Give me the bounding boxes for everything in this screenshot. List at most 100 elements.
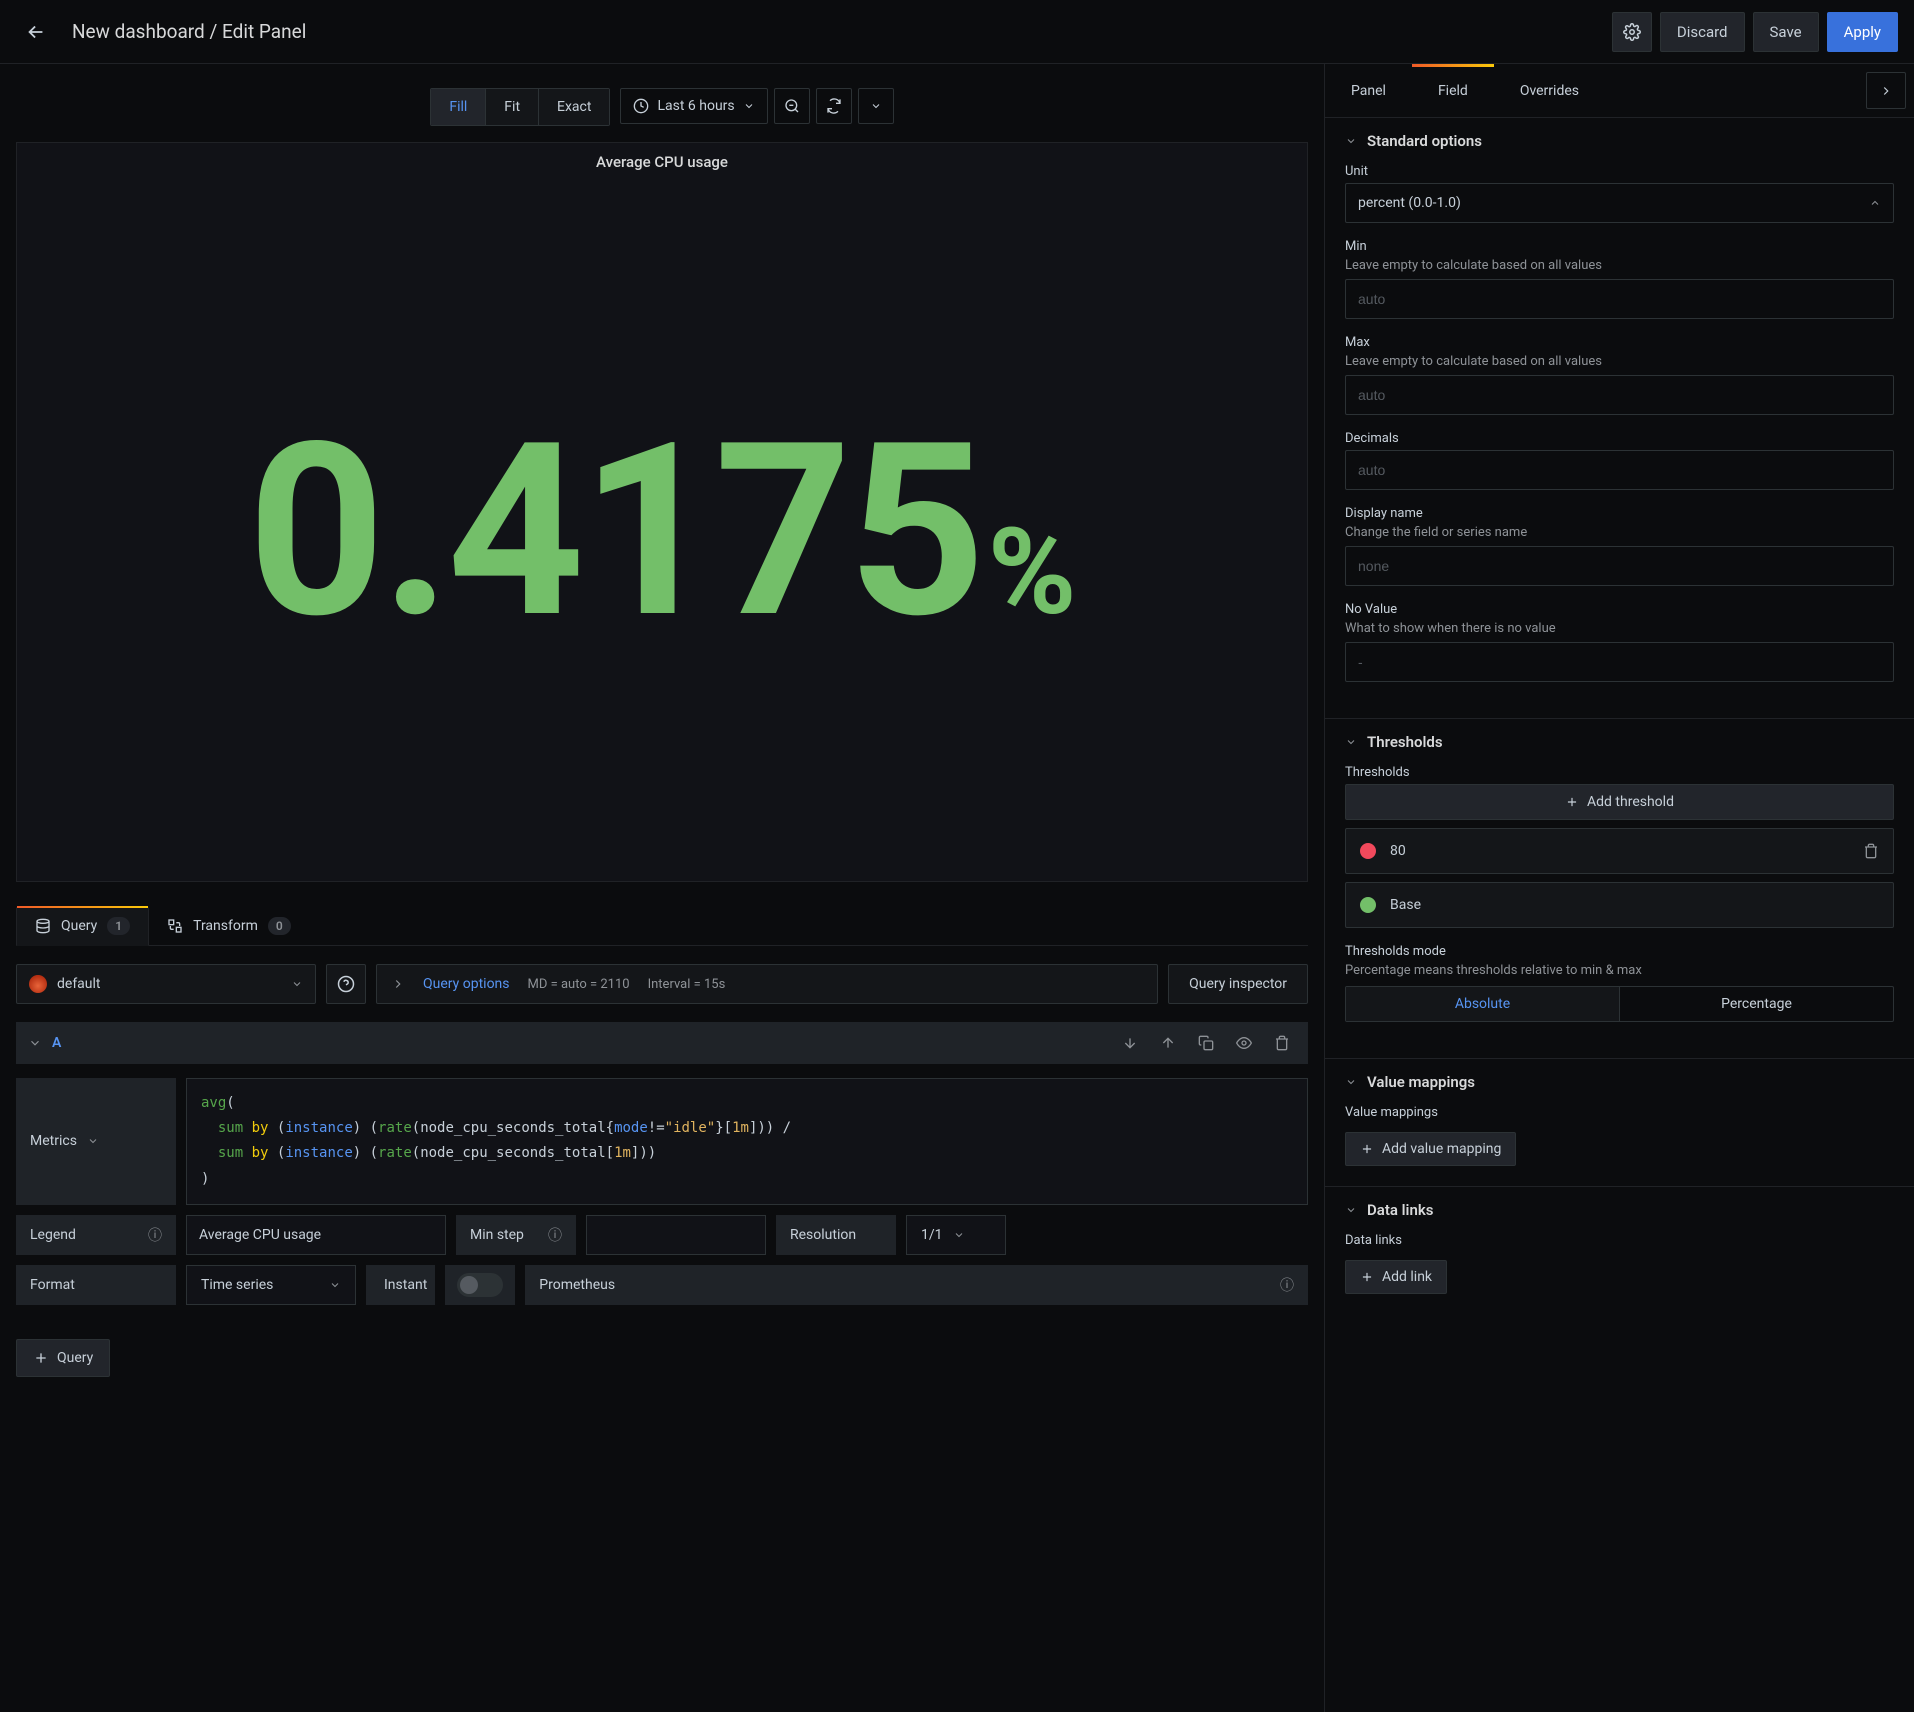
database-icon bbox=[35, 918, 51, 934]
view-mode-exact[interactable]: Exact bbox=[538, 89, 609, 125]
chevron-down-icon bbox=[291, 978, 303, 990]
display-name-input[interactable] bbox=[1345, 546, 1894, 586]
apply-button[interactable]: Apply bbox=[1827, 12, 1898, 52]
gear-icon bbox=[1623, 23, 1641, 41]
datasource-help-button[interactable] bbox=[326, 964, 366, 1004]
legend-label: Legend ⓘ bbox=[16, 1215, 176, 1255]
panel-title: Average CPU usage bbox=[17, 143, 1307, 181]
chevron-right-icon bbox=[391, 977, 405, 991]
side-tab-field[interactable]: Field bbox=[1412, 64, 1494, 117]
add-threshold-button[interactable]: Add threshold bbox=[1345, 784, 1894, 820]
format-select[interactable]: Time series bbox=[186, 1265, 356, 1305]
info-icon[interactable]: ⓘ bbox=[148, 1225, 162, 1245]
mode-absolute[interactable]: Absolute bbox=[1346, 987, 1619, 1021]
prometheus-icon bbox=[29, 975, 47, 993]
plus-icon bbox=[1565, 795, 1579, 809]
move-down-button[interactable] bbox=[1116, 1029, 1144, 1057]
value-mappings-label: Value mappings bbox=[1345, 1105, 1894, 1120]
refresh-button[interactable] bbox=[816, 88, 852, 124]
instant-toggle[interactable] bbox=[457, 1273, 503, 1297]
no-value-input[interactable] bbox=[1345, 642, 1894, 682]
refresh-interval-button[interactable] bbox=[858, 88, 894, 124]
max-desc: Leave empty to calculate based on all va… bbox=[1345, 354, 1894, 369]
thresholds-mode-label: Thresholds mode bbox=[1345, 944, 1894, 959]
trash-icon bbox=[1274, 1035, 1290, 1051]
add-query-button[interactable]: Query bbox=[16, 1339, 110, 1377]
tab-query-count: 1 bbox=[107, 917, 130, 935]
side-tab-overrides[interactable]: Overrides bbox=[1494, 64, 1605, 117]
max-input[interactable] bbox=[1345, 375, 1894, 415]
expand-sidebar-button[interactable] bbox=[1866, 72, 1906, 109]
delete-query-button[interactable] bbox=[1268, 1029, 1296, 1057]
toggle-visibility-button[interactable] bbox=[1230, 1029, 1258, 1057]
query-inspector-button[interactable]: Query inspector bbox=[1168, 964, 1308, 1004]
chevron-down-icon bbox=[743, 100, 755, 112]
tab-query[interactable]: Query 1 bbox=[16, 906, 149, 946]
time-range-label: Last 6 hours bbox=[657, 98, 734, 114]
legend-input[interactable]: Average CPU usage bbox=[186, 1215, 446, 1255]
datasource-select[interactable]: default bbox=[16, 964, 316, 1004]
arrow-down-icon bbox=[1122, 1035, 1138, 1051]
min-desc: Leave empty to calculate based on all va… bbox=[1345, 258, 1894, 273]
arrow-up-icon bbox=[1160, 1035, 1176, 1051]
view-mode-fill[interactable]: Fill bbox=[431, 89, 485, 125]
unit-label: Unit bbox=[1345, 164, 1894, 179]
info-icon[interactable]: ⓘ bbox=[548, 1225, 562, 1245]
add-link-button[interactable]: Add link bbox=[1345, 1260, 1447, 1294]
chevron-down-icon[interactable] bbox=[28, 1036, 42, 1050]
prometheus-label: Prometheus ⓘ bbox=[525, 1265, 1308, 1305]
query-options-bar: Query options MD = auto = 2110 Interval … bbox=[376, 964, 1158, 1004]
zoom-out-button[interactable] bbox=[774, 88, 810, 124]
decimals-input[interactable] bbox=[1345, 450, 1894, 490]
move-up-button[interactable] bbox=[1154, 1029, 1182, 1057]
breadcrumb: New dashboard / Edit Panel bbox=[72, 20, 1612, 43]
view-mode-fit[interactable]: Fit bbox=[485, 89, 538, 125]
query-options-toggle[interactable]: Query options bbox=[423, 976, 510, 992]
decimals-label: Decimals bbox=[1345, 431, 1894, 446]
chevron-down-icon bbox=[329, 1279, 341, 1291]
side-tab-panel[interactable]: Panel bbox=[1325, 64, 1412, 117]
threshold-row[interactable]: Base bbox=[1345, 882, 1894, 928]
settings-button[interactable] bbox=[1612, 12, 1652, 52]
threshold-color-dot[interactable] bbox=[1360, 843, 1376, 859]
section-header-data-links[interactable]: Data links bbox=[1345, 1201, 1894, 1219]
resolution-label: Resolution bbox=[776, 1215, 896, 1255]
tab-transform[interactable]: Transform 0 bbox=[149, 906, 309, 945]
tab-transform-label: Transform bbox=[193, 918, 258, 934]
min-input[interactable] bbox=[1345, 279, 1894, 319]
chevron-down-icon bbox=[1345, 1204, 1357, 1216]
duplicate-button[interactable] bbox=[1192, 1029, 1220, 1057]
time-range-picker[interactable]: Last 6 hours bbox=[620, 88, 767, 124]
min-step-label: Min step ⓘ bbox=[456, 1215, 576, 1255]
section-header-thresholds[interactable]: Thresholds bbox=[1345, 733, 1894, 751]
min-step-input[interactable] bbox=[586, 1215, 766, 1255]
add-value-mapping-button[interactable]: Add value mapping bbox=[1345, 1132, 1516, 1166]
back-button[interactable] bbox=[16, 12, 56, 52]
thresholds-mode-radio: Absolute Percentage bbox=[1345, 986, 1894, 1022]
instant-label: Instant bbox=[366, 1265, 435, 1305]
no-value-label: No Value bbox=[1345, 602, 1894, 617]
tab-transform-count: 0 bbox=[268, 917, 291, 935]
query-expression-input[interactable]: avg( sum by (instance) (rate(node_cpu_se… bbox=[186, 1078, 1308, 1205]
no-value-desc: What to show when there is no value bbox=[1345, 621, 1894, 636]
threshold-value: Base bbox=[1390, 897, 1421, 913]
section-header-standard-options[interactable]: Standard options bbox=[1345, 132, 1894, 150]
metrics-label[interactable]: Metrics bbox=[16, 1078, 176, 1205]
threshold-color-dot[interactable] bbox=[1360, 897, 1376, 913]
query-options-md: MD = auto = 2110 bbox=[528, 977, 630, 992]
panel-preview: Average CPU usage 0.4175 % bbox=[16, 142, 1308, 882]
save-button[interactable]: Save bbox=[1753, 12, 1819, 52]
mode-percentage[interactable]: Percentage bbox=[1619, 987, 1893, 1021]
chevron-right-icon bbox=[1879, 84, 1893, 98]
threshold-value[interactable]: 80 bbox=[1390, 843, 1406, 859]
info-icon[interactable]: ⓘ bbox=[1280, 1275, 1294, 1295]
stat-unit: % bbox=[988, 503, 1077, 643]
threshold-row[interactable]: 80 bbox=[1345, 828, 1894, 874]
delete-threshold-button[interactable] bbox=[1863, 843, 1879, 859]
section-header-value-mappings[interactable]: Value mappings bbox=[1345, 1073, 1894, 1091]
unit-select[interactable]: percent (0.0-1.0) bbox=[1345, 183, 1894, 223]
discard-button[interactable]: Discard bbox=[1660, 12, 1745, 52]
eye-icon bbox=[1236, 1035, 1252, 1051]
stat-value: 0.4175 % bbox=[248, 411, 1077, 651]
resolution-select[interactable]: 1/1 bbox=[906, 1215, 1006, 1255]
